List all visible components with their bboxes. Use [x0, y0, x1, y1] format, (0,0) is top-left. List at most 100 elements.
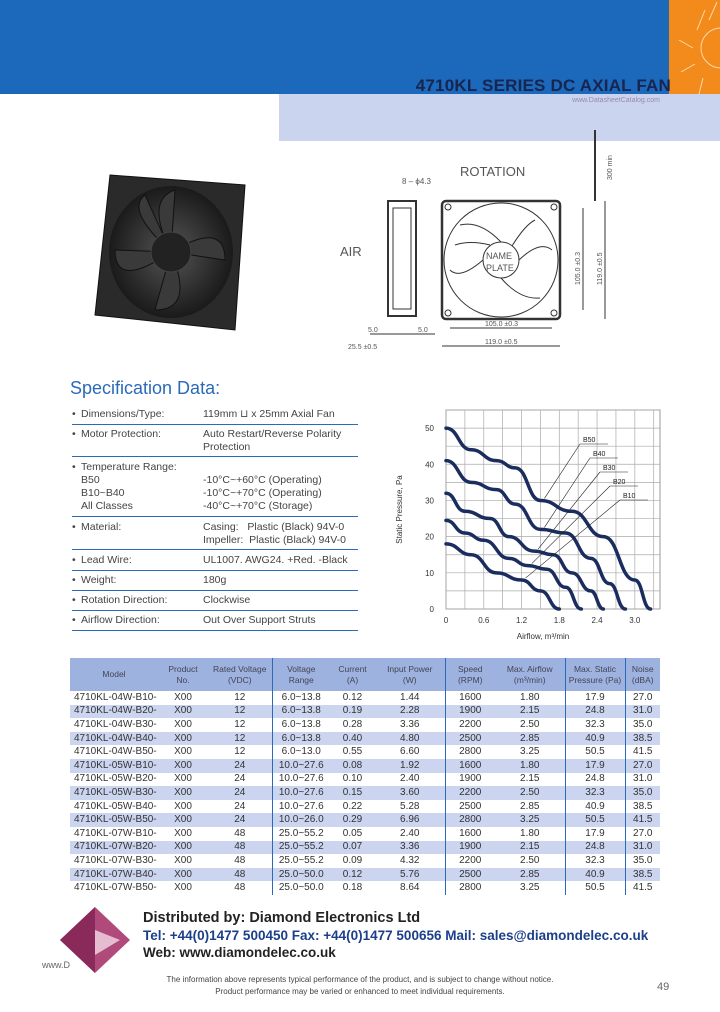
- table-cell: 0.12: [330, 867, 375, 882]
- table-cell: 25.0~55.2: [271, 840, 330, 855]
- table-cell: 10.0~27.6: [271, 799, 330, 814]
- table-cell: 4710KL-05W-B20-: [74, 773, 157, 785]
- contact-line[interactable]: Tel: +44(0)1477 500450 Fax: +44(0)1477 5…: [143, 928, 649, 943]
- table-row: 4710KL-07W-B50- X00 48 25.0~50.0 0.18 8.64 280…: [70, 881, 660, 895]
- table-cell: 2800: [444, 745, 495, 759]
- table-cell: 4710KL-04W-B20-: [70, 704, 158, 719]
- www-fragment: www.D: [42, 960, 71, 970]
- table-cell: 2200: [444, 718, 495, 732]
- series-line-b20: [444, 518, 584, 611]
- name-plate-label: PLATE: [486, 263, 514, 273]
- spec-motor-protection: • Motor Protection: Auto Restart/Reverse P…: [72, 428, 358, 457]
- table-cell: 4.32: [400, 854, 420, 866]
- table-cell: X00: [174, 827, 192, 839]
- spec-dimensions: • Dimensions/Type: 119mm ⊔ x 25mm Axial Fa…: [72, 408, 358, 425]
- table-cell: 40.9: [564, 799, 625, 814]
- x-tick-label: 3.0: [629, 616, 641, 625]
- table-cell: 24: [208, 813, 272, 827]
- table-cell: 10.0~27.6: [271, 758, 330, 773]
- distributor-name: Distributed by: Diamond Electronics Ltd: [143, 910, 421, 926]
- distributor-block: Distributed by: Diamond Electronics Ltd …: [143, 910, 648, 961]
- table-row: 4710KL-04W-B50- X00 12 6.0~13.0 0.55 6.60 2800…: [70, 745, 660, 759]
- dim-25: 25.5 ±0.5: [348, 344, 377, 351]
- table-cell: 2.50: [495, 786, 565, 800]
- table-cell: 4710KL-04W-B40-: [70, 731, 158, 746]
- column-header: Input Power (W): [375, 658, 445, 691]
- table-cell: X00: [174, 718, 192, 730]
- table-cell: 0.05: [342, 827, 363, 839]
- spec-table: Model Product No. Rated Voltage (VDC) Volta…: [70, 658, 660, 895]
- table-row: 4710KL-05W-B50- X00 24 10.0~26.0 0.29 6.96 280…: [70, 813, 660, 827]
- table-cell: 6.0~13.8: [271, 731, 330, 746]
- table-cell: 2.85: [495, 867, 565, 882]
- table-cell: 1600: [444, 826, 495, 841]
- table-cell: 1.80: [520, 827, 540, 839]
- table-cell: X00: [158, 731, 208, 746]
- table-cell: 1900: [444, 772, 495, 787]
- table-cell: 0.29: [330, 813, 375, 827]
- table-cell: 4710KL-04W-B10-: [74, 691, 157, 703]
- table-cell: 24: [208, 786, 272, 800]
- table-cell: 0.12: [342, 691, 363, 703]
- x-tick-label: 0: [444, 616, 449, 625]
- table-cell: 1.80: [520, 691, 540, 703]
- table-cell: 41.5: [624, 813, 660, 827]
- spec-temperature: • Temperature Range: B50 -10°C~+60°C (Oper…: [72, 461, 358, 517]
- table-cell: 3.60: [375, 786, 445, 800]
- table-cell: X00: [158, 867, 208, 882]
- table-cell: 4710KL-07W-B10-: [74, 827, 157, 839]
- series-label: B50: [583, 437, 596, 444]
- table-cell: 1600: [444, 691, 495, 705]
- page-number: 49: [657, 981, 670, 993]
- table-cell: 12: [234, 746, 246, 758]
- callout-line: [544, 457, 591, 528]
- footnote-line: Product performance may be varied or enh…: [215, 987, 505, 996]
- holes-label: 8 – ϕ4.3: [402, 177, 431, 186]
- table-cell: 3.36: [400, 718, 420, 730]
- table-cell: 6.0~13.8: [271, 691, 330, 705]
- table-cell: 3.25: [520, 882, 540, 894]
- table-row: 4710KL-07W-B30- X00 48 25.0~55.2 0.09 4.32 220…: [70, 854, 660, 868]
- x-tick-label: 0.6: [478, 616, 490, 625]
- table-cell: X00: [158, 704, 208, 719]
- y-tick-label: 50: [425, 424, 434, 433]
- column-header: Speed (RPM): [444, 658, 495, 691]
- table-cell: X00: [174, 800, 192, 812]
- table-row: 4710KL-04W-B40- X00 12 6.0~13.8 0.40 4.80 2500…: [70, 731, 660, 746]
- table-row: 4710KL-05W-B10- X00 24 10.0~27.6 0.08 1.92 160…: [70, 758, 660, 773]
- table-cell: 40.9: [564, 867, 625, 882]
- table-cell: 48: [208, 840, 272, 855]
- table-cell: X00: [158, 758, 208, 773]
- table-cell: 48: [234, 827, 246, 839]
- table-cell: X00: [174, 773, 192, 785]
- spec-material: • Material: Casing: Plastic (Black) 94V-0 I…: [72, 521, 358, 550]
- plot-area: [445, 409, 661, 610]
- sun-logo-icon: [669, 0, 720, 94]
- table-cell: 35.0: [624, 854, 660, 868]
- table-cell: 38.5: [624, 867, 660, 882]
- table-cell: 2500: [444, 731, 495, 746]
- table-cell: 32.3: [564, 786, 625, 800]
- table-cell: 0.10: [342, 773, 363, 785]
- table-cell: 2.85: [495, 731, 565, 746]
- table-cell: 2.15: [495, 840, 565, 855]
- table-cell: 4710KL-05W-B30-: [70, 786, 158, 800]
- web-link[interactable]: Web: www.diamondelec.co.uk: [143, 945, 336, 960]
- column-header: Current (A): [330, 658, 375, 691]
- technical-drawing: ROTATION AIR 8 – ϕ4.3 NAME PLATE 300 min…: [340, 130, 614, 351]
- fan-photo: [94, 174, 246, 331]
- table-cell: 12: [208, 731, 272, 746]
- table-row: 4710KL-05W-B40- X00 24 10.0~27.6 0.22 5.28 250…: [70, 799, 660, 814]
- table-cell: 25.0~55.2: [271, 826, 330, 841]
- table-row: 4710KL-04W-B30- X00 12 6.0~13.8 0.28 3.36 2200…: [70, 718, 660, 732]
- pq-chart: 0 0.6 1.2 1.8 2.4 3.0 0 10 20 30 40 50 Airflow, m³/m…: [395, 409, 661, 641]
- table-row: 4710KL-05W-B30- X00 24 10.0~27.6 0.15 3.60 220…: [70, 786, 660, 800]
- table-cell: 50.5: [564, 881, 625, 895]
- table-cell: 40.9: [564, 731, 625, 746]
- callout-line: [531, 485, 611, 564]
- table-cell: 31.0: [624, 772, 660, 787]
- table-cell: 25.0~50.0: [271, 867, 330, 882]
- table-cell: 3.25: [520, 746, 540, 758]
- table-cell: 41.5: [624, 745, 660, 759]
- dim-5b: 5.0: [418, 327, 428, 334]
